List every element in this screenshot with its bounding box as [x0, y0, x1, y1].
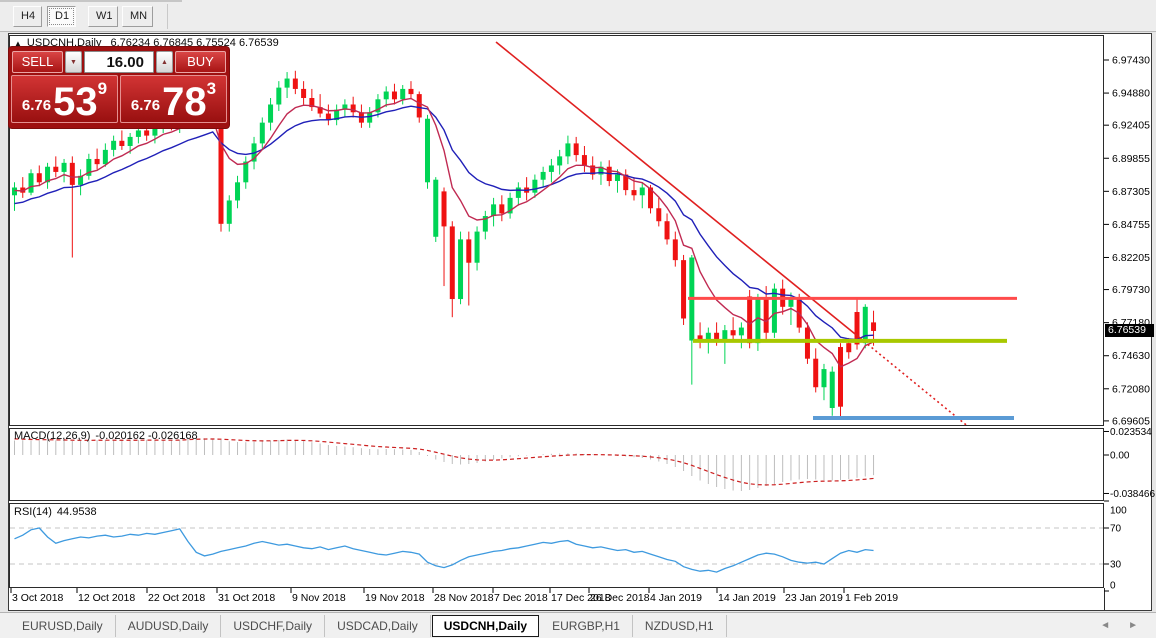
macd-indicator-label: MACD(12,26,9) -0.020162 -0.026168 [14, 430, 198, 442]
timeframe-toolbar: H4 D1 W1 MN [0, 0, 1156, 32]
volume-input[interactable] [84, 51, 154, 73]
buy-price-big-digits: 78 [162, 80, 207, 124]
sell-button[interactable]: SELL [12, 51, 63, 73]
rsi-indicator-label: RSI(14) 44.9538 [14, 506, 97, 518]
tab-timeframe-mn[interactable]: MN [122, 6, 153, 27]
triangle-up-icon: ▲ [161, 58, 168, 66]
one-click-trading-panel: SELL ▼ ▲ BUY 6.76 53 9 6.76 78 3 [9, 47, 229, 128]
tab-timeframe-w1[interactable]: W1 [88, 6, 118, 27]
tab-symbol-audusd[interactable]: AUDUSD,Daily [116, 614, 222, 637]
tab-symbol-eurgbp[interactable]: EURGBP,H1 [540, 614, 633, 637]
buy-price-pipette: 3 [206, 79, 217, 98]
sell-price-big-digits: 53 [53, 80, 98, 124]
volume-decrease-button[interactable]: ▼ [65, 51, 82, 73]
tab-timeframe-h4[interactable]: H4 [13, 6, 42, 27]
tab-symbol-usdcad[interactable]: USDCAD,Daily [325, 614, 431, 637]
sell-price-button[interactable]: 6.76 53 9 [11, 75, 118, 123]
toolbar-separator [167, 4, 168, 29]
buy-price-prefix: 6.76 [130, 97, 161, 114]
buy-price-button[interactable]: 6.76 78 3 [120, 75, 227, 123]
rsi-value: 44.9538 [56, 506, 97, 518]
macd-values: -0.020162 -0.026168 [95, 430, 198, 442]
current-price-tag: 6.76539 [1105, 324, 1154, 338]
tab-timeframe-d1[interactable]: D1 [47, 6, 76, 27]
sell-price-prefix: 6.76 [21, 97, 52, 114]
symbol-tab-bar: EURUSD,Daily AUDUSD,Daily USDCHF,Daily U… [0, 612, 1156, 638]
tabs-scroll-left-icon: ◄ [1100, 620, 1111, 631]
tab-symbol-nzdusd[interactable]: NZDUSD,H1 [633, 614, 727, 637]
tab-symbol-eurusd[interactable]: EURUSD,Daily [10, 614, 116, 637]
tab-symbol-usdchf[interactable]: USDCHF,Daily [221, 614, 326, 637]
macd-name: MACD(12,26,9) [14, 430, 91, 442]
sell-price-pipette: 9 [97, 79, 108, 98]
tabs-scroll-right-icon: ► [1128, 620, 1138, 631]
volume-increase-button[interactable]: ▲ [156, 51, 173, 73]
rsi-name: RSI(14) [14, 506, 52, 518]
tab-symbol-usdcnh[interactable]: USDCNH,Daily [431, 614, 540, 637]
tabs-scroll-left-button[interactable]: ◄ [1098, 620, 1112, 631]
toolbar-edge-fragment [0, 0, 182, 2]
buy-button[interactable]: BUY [175, 51, 226, 73]
triangle-down-icon: ▼ [70, 58, 77, 66]
tabs-scroll-right-button[interactable]: ► [1126, 620, 1140, 631]
